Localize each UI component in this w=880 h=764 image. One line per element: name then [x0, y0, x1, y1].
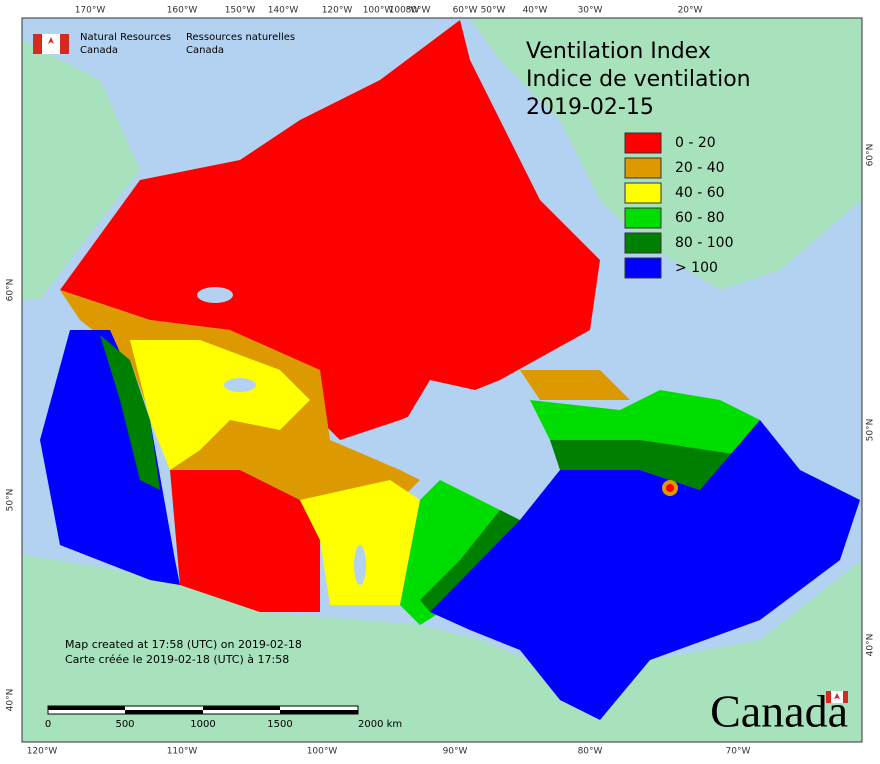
- zone-dark-green-west: [100, 335, 160, 490]
- legend-swatch: [624, 157, 662, 179]
- frame: [21, 17, 863, 743]
- zone-blue-east: [430, 420, 860, 720]
- legend-swatch: [624, 182, 662, 204]
- hotspot: [666, 484, 674, 492]
- scale-seg: [125, 710, 203, 714]
- graticule-label: 40°N: [6, 689, 16, 712]
- legend-swatch: [624, 257, 662, 279]
- graticule-label: 90°W: [443, 747, 468, 757]
- legend-label: 40 - 60: [675, 185, 725, 201]
- map-body: [21, 17, 863, 743]
- wordmark-flag: [826, 691, 848, 703]
- scale-label: 2000 km: [358, 719, 402, 730]
- graticule-label: 60°W: [453, 6, 478, 16]
- note: Carte créée le 2019-02-18 (UTC) à 17:58: [65, 653, 289, 666]
- legend-label: > 100: [675, 260, 718, 276]
- agency-en: Canada: [80, 45, 118, 56]
- graticule-label: 100°W: [389, 6, 420, 16]
- zone-dark-green-quebec: [550, 440, 740, 490]
- agency-en: Natural Resources: [80, 32, 171, 43]
- scale-seg: [203, 706, 280, 710]
- scale-bar: [47, 705, 359, 715]
- graticule-label: 30°W: [578, 6, 603, 16]
- graticule-label: 100°W: [363, 6, 394, 16]
- legend-label: 0 - 20: [675, 135, 716, 151]
- scale-label: 1500: [267, 719, 292, 730]
- zone-yellow-center: [300, 480, 420, 605]
- graticule-label: 60°N: [6, 279, 16, 302]
- graticule-label: 160°W: [167, 6, 198, 16]
- graticule-label: 60°N: [866, 144, 876, 167]
- flag-bar: [843, 691, 848, 703]
- zone-blue-west: [40, 330, 180, 585]
- agency-fr: Canada: [186, 45, 224, 56]
- lake: [197, 287, 233, 303]
- graticule-label: 110°W: [167, 747, 198, 757]
- legend-swatch: [624, 232, 662, 254]
- graticule-label: 80°W: [406, 6, 431, 16]
- legend-label: 60 - 80: [675, 210, 725, 226]
- flag-bar: [60, 34, 69, 54]
- greenland: [470, 18, 862, 290]
- hudson-bay: [400, 380, 520, 480]
- graticule-label: 120°W: [322, 6, 353, 16]
- graticule-label: 120°W: [27, 747, 58, 757]
- flag-leaf: [48, 37, 54, 44]
- flag-leaf: [834, 693, 840, 699]
- flag-bar: [33, 34, 42, 54]
- legend-swatch: [624, 132, 662, 154]
- legend-swatch: [624, 207, 662, 229]
- title: Ventilation Index: [526, 39, 711, 64]
- zone-green-quebec: [530, 390, 760, 460]
- graticule-label: 170°W: [75, 6, 106, 16]
- scale-label: 500: [115, 719, 134, 730]
- zone-red-south: [170, 470, 320, 612]
- alaska: [22, 40, 140, 300]
- zone-orange-quebec: [520, 370, 630, 400]
- graticule-label: 50°N: [866, 419, 876, 442]
- lake: [354, 545, 366, 585]
- graticule-label: 50°N: [6, 489, 16, 512]
- graticule-label: 50°W: [481, 6, 506, 16]
- agency-fr: Ressources naturelles: [186, 32, 295, 43]
- flag-bar: [826, 691, 831, 703]
- zone-yellow: [130, 340, 310, 470]
- zone-red-north: [60, 20, 600, 440]
- scale-seg: [280, 710, 358, 714]
- zone-dark-green: [420, 510, 520, 612]
- scale-label: 0: [45, 719, 51, 730]
- graticule-label: 20°W: [678, 6, 703, 16]
- zone-green: [400, 480, 500, 625]
- lake: [224, 378, 256, 392]
- legend-label: 20 - 40: [675, 160, 725, 176]
- legend-label: 80 - 100: [675, 235, 734, 251]
- graticule-label: 100°W: [307, 747, 338, 757]
- scale-seg: [48, 706, 125, 710]
- graticule-label: 80°W: [578, 747, 603, 757]
- title: Indice de ventilation: [526, 67, 751, 92]
- graticule-label: 140°W: [268, 6, 299, 16]
- graticule-label: 40°W: [523, 6, 548, 16]
- title: 2019-02-15: [526, 95, 654, 120]
- nrcan-logo: Natural Resources Canada Ressources natu…: [33, 32, 295, 56]
- graticule-label: 70°W: [726, 747, 751, 757]
- wordmark: Canada: [710, 686, 848, 737]
- graticule-label: 40°N: [866, 634, 876, 657]
- scale-label: 1000: [190, 719, 215, 730]
- note: Map created at 17:58 (UTC) on 2019-02-18: [65, 638, 302, 651]
- graticule-label: 150°W: [225, 6, 256, 16]
